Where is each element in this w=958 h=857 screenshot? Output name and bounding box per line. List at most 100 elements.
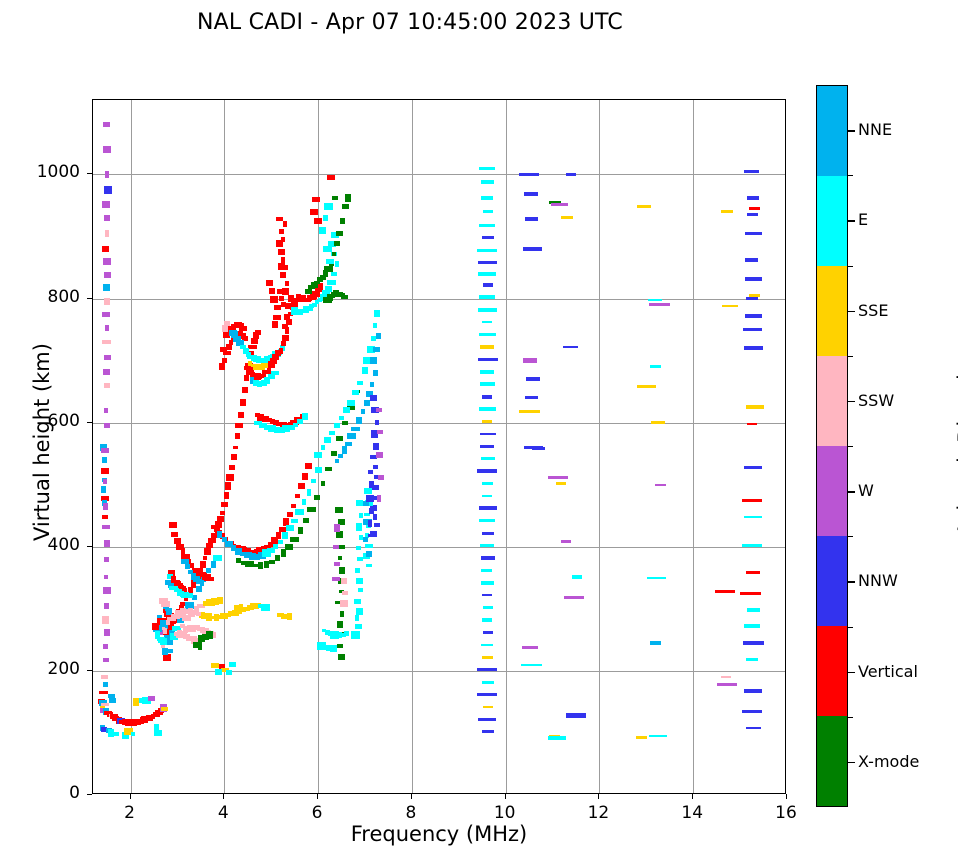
data-point (352, 390, 359, 396)
data-point (101, 524, 111, 530)
data-point (187, 625, 196, 632)
data-point (476, 692, 497, 697)
data-point (323, 265, 333, 272)
data-point (219, 347, 228, 352)
data-point (338, 544, 345, 549)
data-point (185, 602, 194, 610)
data-point (169, 633, 178, 641)
data-point (275, 240, 284, 248)
data-point (562, 345, 578, 349)
data-point (211, 663, 219, 669)
data-point (744, 688, 763, 693)
data-point (321, 644, 330, 650)
data-point (148, 696, 155, 702)
colorbar-label-vertical: Vertical (858, 661, 918, 681)
data-point (249, 552, 256, 561)
data-point (264, 356, 273, 363)
data-point (167, 616, 177, 621)
data-point (364, 399, 370, 406)
data-point (375, 332, 381, 340)
data-point (228, 465, 235, 470)
data-point (164, 634, 170, 639)
data-point (744, 465, 763, 469)
data-point (302, 518, 310, 524)
data-point (351, 631, 361, 639)
data-point (103, 502, 109, 510)
data-point (263, 425, 272, 431)
data-point (347, 433, 357, 440)
data-point (328, 430, 336, 435)
data-point (142, 696, 152, 705)
data-point (318, 282, 324, 290)
data-point (176, 543, 185, 550)
data-point (182, 588, 188, 593)
data-point (217, 530, 222, 539)
data-point (373, 514, 378, 520)
data-point (180, 548, 186, 556)
data-point (372, 496, 381, 501)
data-point (102, 681, 108, 688)
data-point (103, 298, 111, 306)
data-point (190, 609, 198, 616)
data-point (269, 357, 278, 364)
data-point (741, 544, 762, 548)
data-point (197, 603, 205, 608)
data-point (319, 293, 326, 302)
data-point (160, 637, 167, 645)
data-point (481, 236, 495, 240)
data-point (165, 637, 173, 645)
data-point (650, 365, 662, 369)
data-point (276, 613, 285, 617)
data-point (336, 621, 343, 628)
data-point (335, 506, 344, 513)
data-point (290, 536, 299, 543)
data-point (242, 347, 249, 354)
data-point (236, 340, 244, 347)
data-point (360, 409, 366, 414)
data-point (102, 200, 110, 208)
data-point (202, 633, 209, 640)
data-point (169, 585, 178, 590)
data-point (297, 419, 304, 424)
x-axis-label: Frequency (MHz) (350, 822, 528, 846)
data-point (104, 271, 111, 279)
data-point (239, 552, 247, 556)
data-point (252, 332, 260, 340)
data-point (257, 381, 263, 388)
data-point (310, 479, 316, 483)
data-point (365, 563, 372, 568)
data-point (209, 615, 217, 620)
data-point (240, 345, 246, 349)
data-point (196, 578, 202, 585)
data-point (286, 512, 294, 517)
data-point (222, 331, 231, 338)
data-point (369, 357, 378, 364)
data-point (314, 494, 320, 500)
data-point (223, 492, 229, 500)
data-point (363, 487, 372, 495)
data-point (333, 545, 339, 549)
data-point (647, 298, 662, 301)
data-point (746, 658, 758, 662)
data-point (102, 643, 108, 649)
data-point (103, 407, 109, 413)
data-point (363, 512, 370, 517)
colorbar-separator-tick (848, 626, 853, 628)
data-point (267, 361, 275, 368)
colorbar-tick (848, 220, 855, 222)
data-point (310, 208, 319, 215)
data-point (193, 641, 200, 649)
data-point (325, 645, 333, 652)
data-point (281, 257, 286, 263)
data-point (271, 537, 279, 544)
data-point (254, 553, 260, 560)
data-point (250, 363, 256, 368)
data-point (481, 580, 495, 585)
data-point (274, 304, 282, 310)
data-point (479, 345, 495, 349)
data-point (548, 735, 567, 741)
data-point (305, 288, 313, 294)
data-point (336, 643, 343, 649)
data-point (337, 556, 342, 560)
data-point (194, 637, 202, 642)
